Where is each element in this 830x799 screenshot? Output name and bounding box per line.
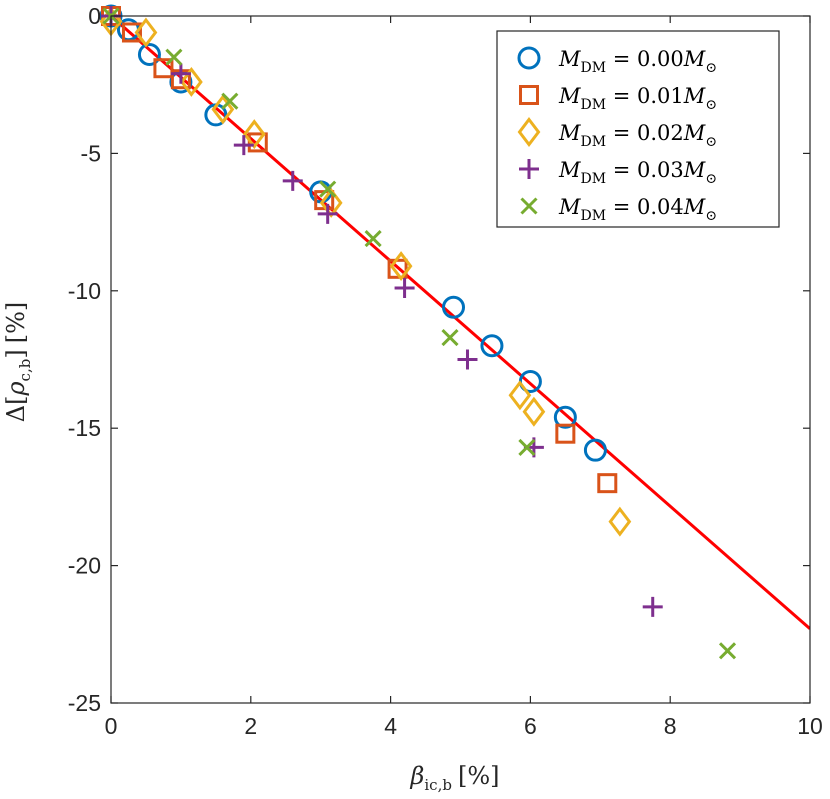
- legend-label: MDM = 0.04M⊙: [558, 195, 717, 224]
- x-tick-label: 2: [244, 713, 257, 739]
- x-tick-label: 8: [664, 713, 677, 739]
- data-point-diamond: [211, 94, 235, 125]
- data-point-x: [165, 48, 183, 66]
- legend-label: MDM = 0.00M⊙: [558, 47, 717, 76]
- legend-entry: MDM = 0.00M⊙: [517, 46, 717, 76]
- axes-box: [110, 15, 811, 704]
- data-point-plus: [394, 278, 415, 299]
- data-point-square: [555, 423, 576, 444]
- legend-box: [496, 30, 780, 228]
- data-point-plus: [233, 135, 254, 156]
- data-point-x: [364, 230, 382, 248]
- legend-label: MDM = 0.02M⊙: [558, 121, 717, 150]
- data-point-x: [319, 180, 337, 198]
- y-tick-label: -5: [81, 140, 101, 166]
- data-point-x: [718, 642, 737, 660]
- legend-label: MDM = 0.01M⊙: [558, 84, 717, 113]
- legend-marker-diamond: [517, 117, 541, 147]
- y-tick-label: -25: [68, 690, 101, 716]
- y-tick-label: -15: [68, 415, 101, 441]
- series-diamond-markers: [99, 6, 632, 537]
- data-point-plus: [642, 596, 663, 617]
- data-point-plus: [317, 203, 338, 224]
- x-tick-label: 6: [524, 713, 537, 739]
- data-point-square: [597, 473, 618, 494]
- data-point-diamond: [180, 66, 203, 97]
- y-tick-label: 0: [88, 3, 101, 29]
- data-point-circle: [137, 42, 161, 66]
- y-axis-label: Δ[ρc,b][%]: [2, 302, 34, 423]
- data-point-circle: [583, 438, 607, 462]
- data-point-circle: [480, 334, 504, 358]
- data-point-x: [518, 438, 536, 456]
- data-point-square: [153, 58, 174, 79]
- data-point-plus: [457, 349, 478, 370]
- axis-labels: βic,b [%] Δ[ρc,b][%]: [2, 302, 499, 794]
- data-point-circle: [442, 295, 466, 319]
- legend-marker-x: [520, 197, 538, 215]
- data-point-diamond: [508, 380, 532, 411]
- data-point-circle: [553, 405, 577, 429]
- legend-marker-square: [519, 85, 539, 105]
- data-point-x: [221, 92, 239, 110]
- data-point-diamond: [242, 119, 266, 150]
- data-point-square: [121, 22, 142, 43]
- legend-entry: MDM = 0.01M⊙: [519, 84, 717, 113]
- legend-entry: MDM = 0.04M⊙: [520, 195, 717, 224]
- data-point-diamond: [608, 506, 632, 537]
- legend-marker-plus: [519, 159, 539, 179]
- data-point-plus: [282, 170, 303, 191]
- y-tick-label: -20: [68, 553, 101, 579]
- axes: [110, 15, 811, 704]
- data-point-diamond: [319, 187, 343, 218]
- legend: MDM = 0.00M⊙ MDM = 0.01M⊙ MDM = 0.02M⊙ MDM …: [496, 30, 780, 228]
- data-point-diamond: [389, 251, 413, 282]
- legend-label: MDM = 0.03M⊙: [558, 158, 717, 187]
- x-tick-label: 10: [797, 713, 823, 739]
- x-tick-label: 0: [105, 713, 118, 739]
- x-tick-label: 4: [384, 713, 397, 739]
- data-point-diamond: [522, 396, 546, 427]
- legend-entry: MDM = 0.03M⊙: [519, 158, 717, 187]
- data-point-x: [441, 328, 459, 347]
- legend-entry: MDM = 0.02M⊙: [517, 117, 717, 150]
- data-point-diamond: [134, 17, 158, 48]
- y-tick-label: -10: [68, 278, 101, 304]
- x-axis-label: βic,b [%]: [410, 762, 500, 794]
- tick-labels: 0 2 4 6 8 10 0 -5 -10 -15 -20 -25: [68, 3, 823, 739]
- data-point-plus: [170, 63, 191, 84]
- legend-marker-circle: [517, 46, 541, 70]
